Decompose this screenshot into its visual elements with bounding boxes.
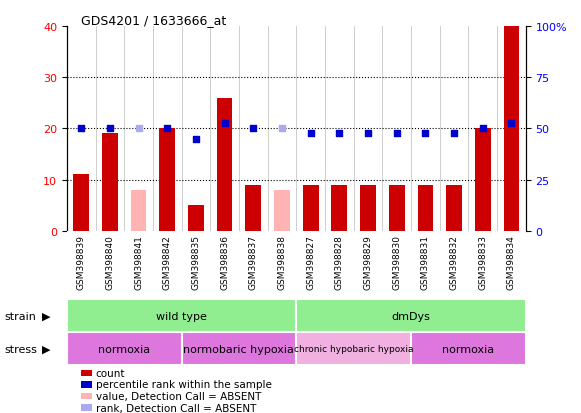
Text: GSM398838: GSM398838 bbox=[278, 235, 286, 290]
Text: GSM398840: GSM398840 bbox=[105, 235, 114, 290]
Text: GSM398842: GSM398842 bbox=[163, 235, 172, 289]
Point bbox=[421, 131, 430, 138]
Bar bbox=[331, 185, 347, 231]
Text: GSM398828: GSM398828 bbox=[335, 235, 344, 290]
Text: rank, Detection Call = ABSENT: rank, Detection Call = ABSENT bbox=[96, 403, 256, 413]
Text: GSM398841: GSM398841 bbox=[134, 235, 143, 290]
Text: count: count bbox=[96, 368, 125, 378]
Point bbox=[163, 126, 172, 132]
Bar bbox=[303, 185, 318, 231]
Bar bbox=[360, 185, 376, 231]
Text: GSM398829: GSM398829 bbox=[364, 235, 372, 290]
Text: normoxia: normoxia bbox=[442, 344, 494, 354]
Bar bbox=[418, 185, 433, 231]
Bar bbox=[67, 299, 296, 332]
Point bbox=[277, 126, 286, 132]
Text: dmDys: dmDys bbox=[392, 311, 431, 321]
Bar bbox=[389, 185, 404, 231]
Point bbox=[507, 121, 516, 127]
Bar bbox=[67, 332, 181, 366]
Point bbox=[450, 131, 459, 138]
Point bbox=[191, 136, 200, 142]
Text: GSM398834: GSM398834 bbox=[507, 235, 516, 290]
Text: value, Detection Call = ABSENT: value, Detection Call = ABSENT bbox=[96, 391, 261, 401]
Text: GSM398831: GSM398831 bbox=[421, 235, 430, 290]
Bar bbox=[446, 185, 462, 231]
Bar bbox=[102, 134, 118, 231]
Text: normobaric hypoxia: normobaric hypoxia bbox=[184, 344, 295, 354]
Bar bbox=[245, 185, 261, 231]
Bar bbox=[131, 190, 146, 231]
Bar bbox=[188, 206, 204, 231]
Point bbox=[478, 126, 487, 132]
Text: ▶: ▶ bbox=[42, 344, 51, 354]
Text: GSM398835: GSM398835 bbox=[191, 235, 200, 290]
Text: GSM398830: GSM398830 bbox=[392, 235, 401, 290]
Bar bbox=[181, 332, 296, 366]
Text: stress: stress bbox=[5, 344, 38, 354]
Text: normoxia: normoxia bbox=[98, 344, 150, 354]
Point bbox=[77, 126, 86, 132]
Text: chronic hypobaric hypoxia: chronic hypobaric hypoxia bbox=[294, 344, 414, 354]
Text: GSM398837: GSM398837 bbox=[249, 235, 258, 290]
Text: GSM398839: GSM398839 bbox=[77, 235, 85, 290]
Bar bbox=[73, 175, 89, 231]
Text: strain: strain bbox=[5, 311, 37, 321]
Text: percentile rank within the sample: percentile rank within the sample bbox=[96, 380, 272, 389]
Point bbox=[249, 126, 258, 132]
Text: GSM398836: GSM398836 bbox=[220, 235, 229, 290]
Bar bbox=[274, 190, 290, 231]
Text: GSM398832: GSM398832 bbox=[450, 235, 458, 290]
Bar bbox=[296, 332, 411, 366]
Bar bbox=[159, 129, 175, 231]
Point bbox=[105, 126, 114, 132]
Point bbox=[363, 131, 372, 138]
Bar bbox=[411, 332, 526, 366]
Text: GDS4201 / 1633666_at: GDS4201 / 1633666_at bbox=[81, 14, 227, 27]
Text: ▶: ▶ bbox=[42, 311, 51, 321]
Text: GSM398833: GSM398833 bbox=[478, 235, 487, 290]
Text: GSM398827: GSM398827 bbox=[306, 235, 315, 290]
Bar bbox=[296, 299, 526, 332]
Bar bbox=[504, 27, 519, 231]
Point bbox=[335, 131, 344, 138]
Point bbox=[392, 131, 401, 138]
Bar bbox=[475, 129, 491, 231]
Bar bbox=[217, 98, 232, 231]
Point bbox=[220, 121, 229, 127]
Point bbox=[134, 126, 143, 132]
Point bbox=[306, 131, 315, 138]
Text: wild type: wild type bbox=[156, 311, 207, 321]
